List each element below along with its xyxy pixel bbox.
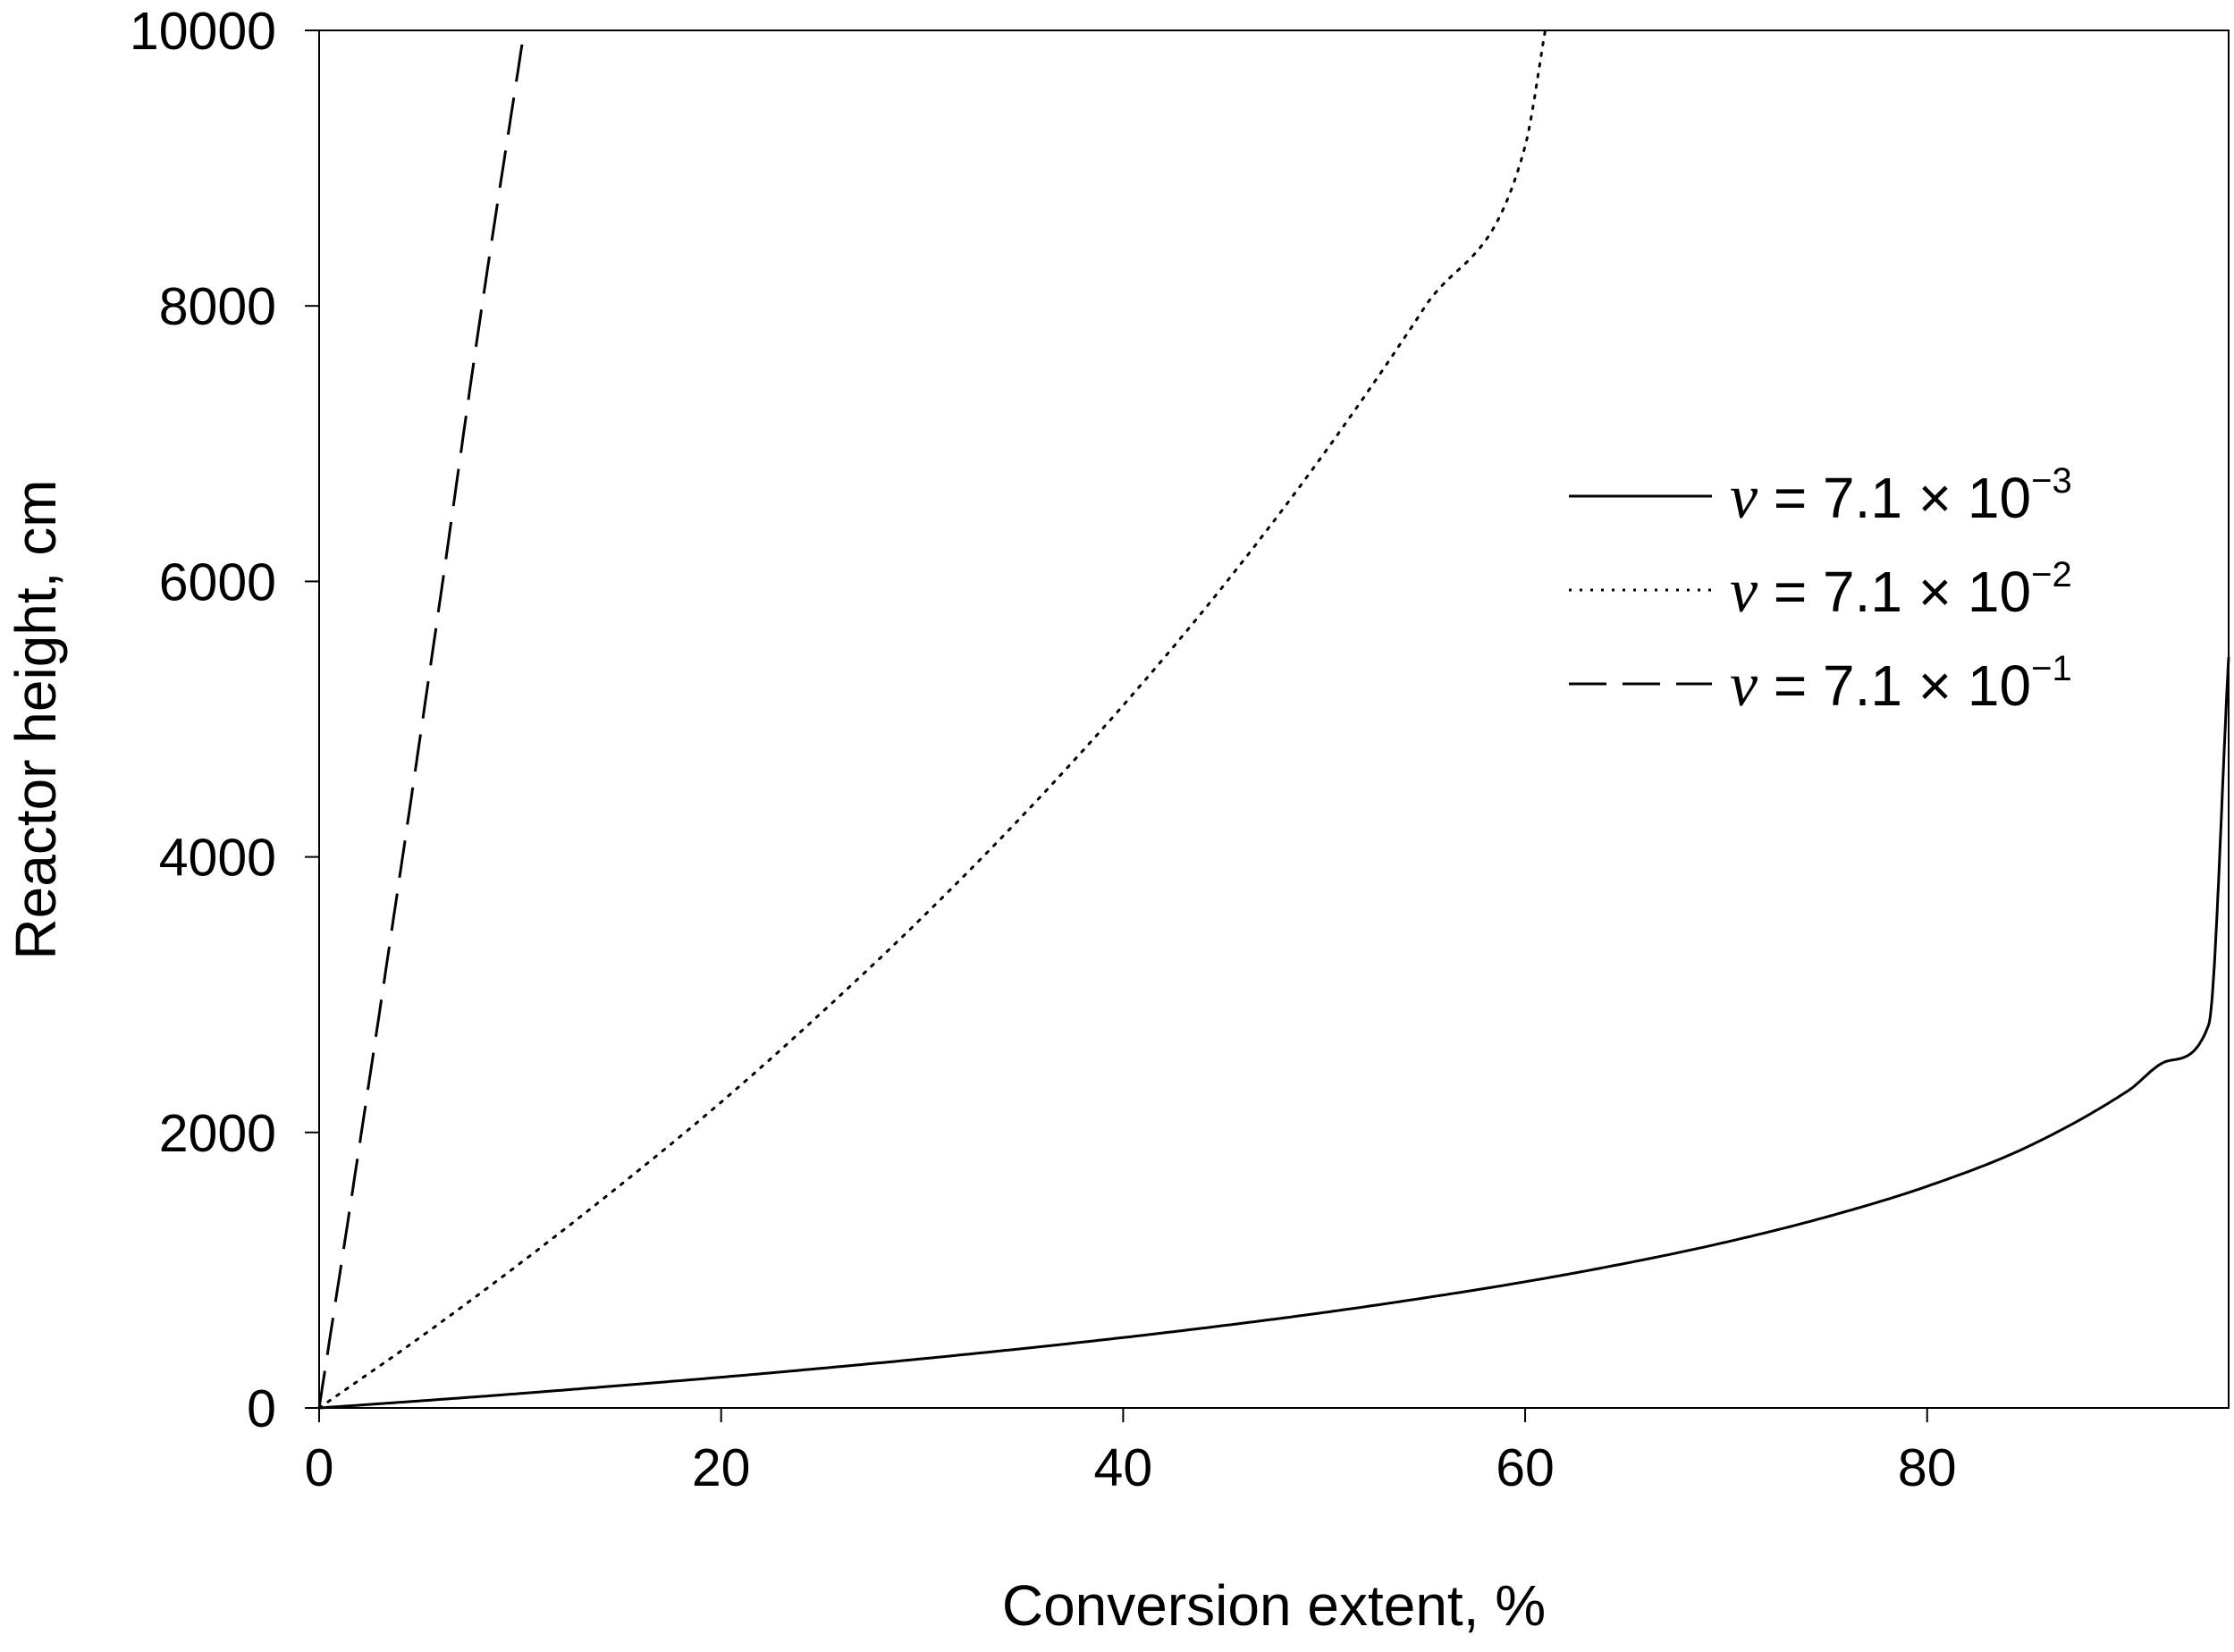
legend-label-2: ν = 7.1 × 10−2 xyxy=(1730,555,2072,626)
x-axis-ticks: 0 20 40 60 80 xyxy=(305,1408,1957,1497)
legend-label-3: ν = 7.1 × 10−1 xyxy=(1730,649,2072,720)
plot-frame xyxy=(318,30,2230,1409)
x-tick-label: 20 xyxy=(692,1438,751,1497)
series-layer xyxy=(317,29,2230,1410)
x-tick-label: 40 xyxy=(1094,1438,1153,1497)
y-axis-ticks: 0 2000 4000 6000 8000 10000 xyxy=(130,2,319,1438)
y-tick-label: 0 xyxy=(247,1379,276,1438)
y-tick-label: 10000 xyxy=(130,2,276,61)
y-axis-title: Reactor height, cm xyxy=(4,479,68,959)
series-line-1 xyxy=(318,657,2230,1410)
y-tick-label: 6000 xyxy=(159,552,276,611)
x-tick-label: 80 xyxy=(1898,1438,1957,1497)
y-tick-label: 8000 xyxy=(159,277,276,336)
y-tick-label: 2000 xyxy=(159,1104,276,1163)
y-tick-label: 4000 xyxy=(159,829,276,888)
series-line-2 xyxy=(317,29,1547,1410)
x-tick-label: 0 xyxy=(305,1438,334,1497)
series-line-3 xyxy=(317,30,526,1409)
x-axis-title: Conversion extent, % xyxy=(1002,1573,1546,1638)
x-tick-label: 60 xyxy=(1496,1438,1555,1497)
legend-label-1: ν = 7.1 × 10−3 xyxy=(1730,461,2072,532)
legend: ν = 7.1 × 10−3 ν = 7.1 × 10−2 ν = 7.1 × 10… xyxy=(1569,461,2072,720)
